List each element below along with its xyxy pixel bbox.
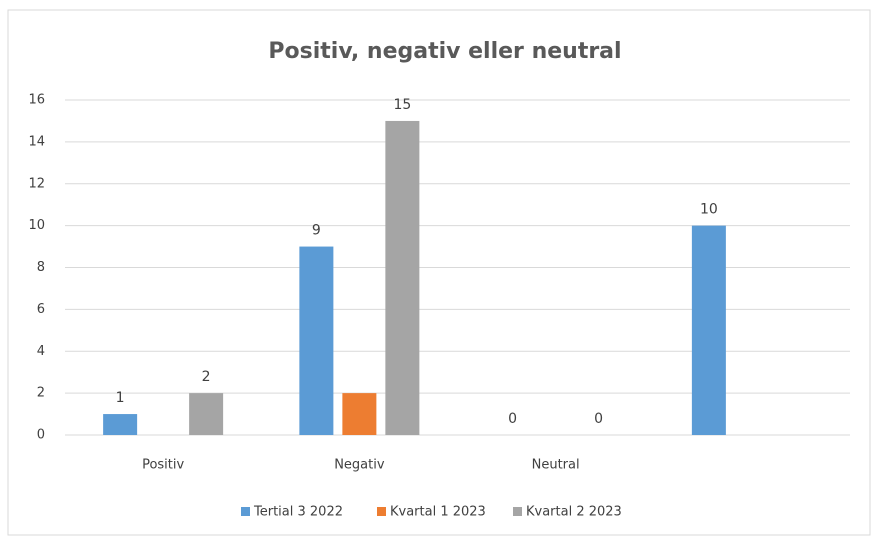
y-tick-label: 0 [37, 428, 45, 443]
data-label: 15 [393, 97, 411, 113]
legend-label: Tertial 3 2022 [253, 505, 343, 520]
chart-title: Positiv, negativ eller neutral [268, 39, 621, 64]
chart-frame [7, 9, 871, 536]
bar [103, 414, 138, 435]
data-label: 2 [202, 369, 211, 385]
x-tick-label: Positiv [142, 458, 184, 473]
y-tick-label: 14 [28, 134, 45, 149]
bar [299, 246, 334, 435]
x-tick-label: Negativ [334, 458, 385, 473]
legend-swatch [377, 507, 386, 516]
legend-label: Kvartal 2 2023 [526, 505, 622, 520]
legend-swatch [513, 507, 522, 516]
data-label: 0 [594, 411, 603, 427]
legend-swatch [241, 507, 250, 516]
y-tick-label: 12 [28, 176, 45, 191]
data-label: 0 [508, 411, 517, 427]
data-label: 1 [116, 390, 125, 406]
y-tick-label: 16 [28, 93, 45, 108]
data-label: 10 [700, 202, 718, 218]
bar [342, 393, 377, 435]
bar [385, 120, 420, 435]
y-tick-label: 4 [37, 344, 45, 359]
bar [189, 393, 224, 435]
legend-label: Kvartal 1 2023 [390, 505, 486, 520]
bar [691, 225, 726, 435]
y-tick-label: 10 [28, 218, 45, 233]
y-tick-label: 2 [37, 386, 45, 401]
y-tick-label: 8 [37, 260, 45, 275]
x-tick-label: Neutral [532, 458, 580, 473]
y-tick-label: 6 [37, 302, 45, 317]
data-label: 9 [312, 223, 321, 239]
